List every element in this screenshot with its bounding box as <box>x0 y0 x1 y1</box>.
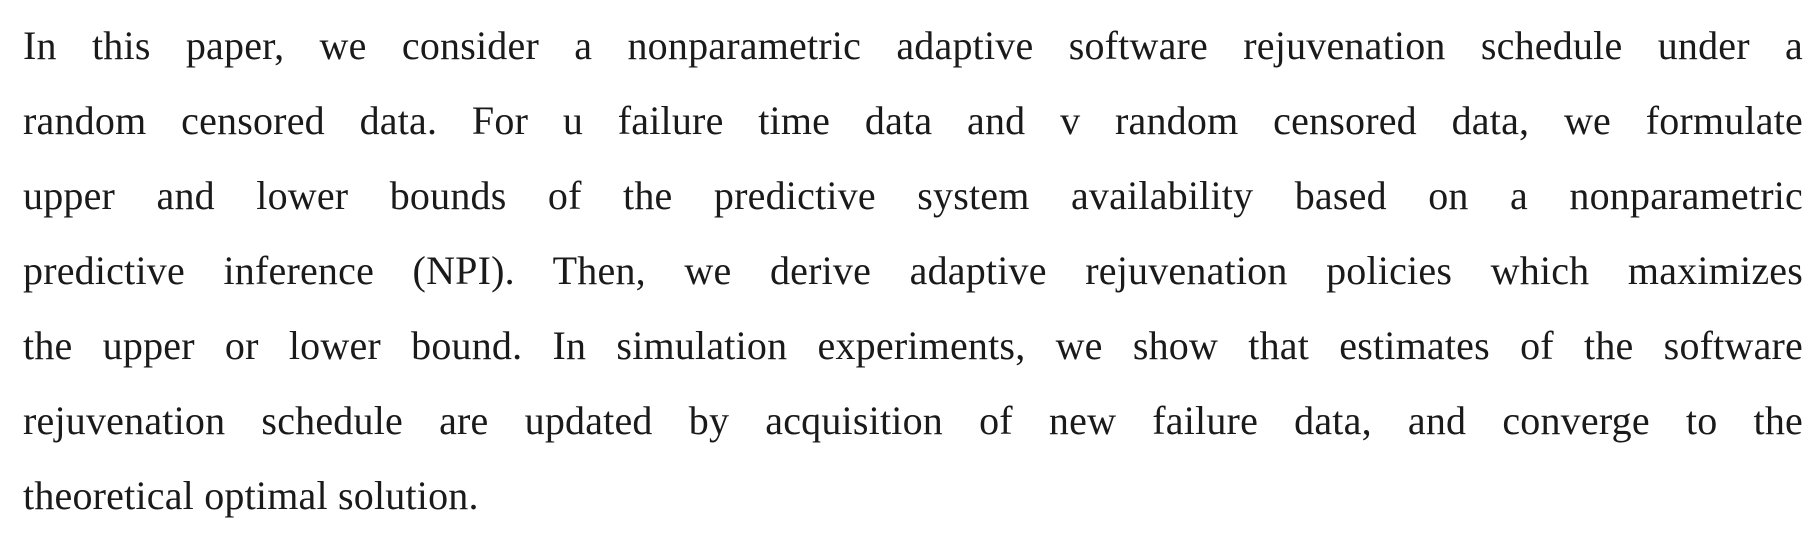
page: In this paper, we consider a nonparametr… <box>23 8 1803 533</box>
abstract-line: upper and lower bounds of the predictive… <box>23 173 1803 218</box>
abstract-paragraph: In this paper, we consider a nonparametr… <box>23 8 1803 533</box>
abstract-line: random censored data. For u failure time… <box>23 98 1803 143</box>
abstract-line: theoretical optimal solution. <box>23 473 479 518</box>
abstract-line: rejuvenation schedule are updated by acq… <box>23 398 1803 443</box>
abstract-line: predictive inference (NPI). Then, we der… <box>23 248 1803 293</box>
abstract-line: the upper or lower bound. In simulation … <box>23 323 1803 368</box>
abstract-line: In this paper, we consider a nonparametr… <box>23 23 1803 68</box>
